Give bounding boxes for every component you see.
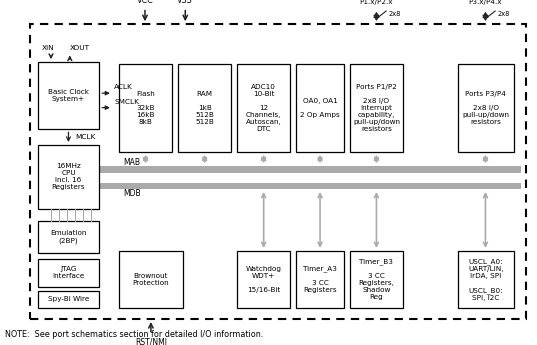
Text: P1.x/P2.x: P1.x/P2.x — [360, 0, 393, 5]
Text: Spy-Bi Wire: Spy-Bi Wire — [48, 296, 89, 303]
Text: Timer_A3

3 CC
Registers: Timer_A3 3 CC Registers — [303, 265, 337, 293]
Bar — [38, 221, 99, 253]
Text: RAM

1kB
512B
512B: RAM 1kB 512B 512B — [195, 91, 214, 125]
Text: Basic Clock
System+: Basic Clock System+ — [48, 89, 89, 102]
Bar — [296, 251, 344, 308]
Text: MAB: MAB — [124, 158, 141, 167]
Bar — [237, 251, 290, 308]
Text: 2x8: 2x8 — [497, 11, 510, 17]
Text: USCL_A0:
UART/LIN,
IrDA, SPI

USCL_B0:
SPI, I2C: USCL_A0: UART/LIN, IrDA, SPI USCL_B0: SP… — [468, 258, 504, 300]
Text: VSS: VSS — [177, 0, 193, 5]
Bar — [119, 251, 183, 308]
Bar — [119, 64, 172, 152]
Text: Flash

32kB
16kB
8kB: Flash 32kB 16kB 8kB — [136, 91, 155, 125]
Bar — [237, 64, 290, 152]
Text: MDB: MDB — [124, 189, 141, 198]
Bar — [99, 183, 521, 189]
Text: OA0, OA1

2 Op Amps: OA0, OA1 2 Op Amps — [300, 98, 340, 118]
Text: XIN: XIN — [42, 45, 55, 51]
Text: XOUT: XOUT — [69, 45, 90, 51]
Bar — [350, 64, 403, 152]
Bar — [99, 166, 521, 172]
Text: NOTE:  See port schematics section for detailed I/O information.: NOTE: See port schematics section for de… — [5, 330, 264, 339]
Text: 2x8: 2x8 — [388, 11, 401, 17]
Bar — [458, 64, 514, 152]
Text: SMCLK: SMCLK — [114, 99, 140, 105]
Text: Brownout
Protection: Brownout Protection — [133, 273, 169, 286]
Text: Timer_B3

3 CC
Registers,
Shadow
Reg: Timer_B3 3 CC Registers, Shadow Reg — [359, 258, 394, 300]
Bar — [350, 251, 403, 308]
Text: Emulation
(2BP): Emulation (2BP) — [50, 230, 86, 244]
Text: Watchdog
WDT+

15/16-Bit: Watchdog WDT+ 15/16-Bit — [245, 266, 282, 293]
Text: RST/NMI: RST/NMI — [135, 337, 167, 345]
Text: Ports P1/P2

2x8 I/O
Interrupt
capability,
pull-up/down
resistors: Ports P1/P2 2x8 I/O Interrupt capability… — [353, 84, 400, 132]
Text: ACLK: ACLK — [114, 85, 133, 90]
Bar — [296, 64, 344, 152]
Text: Ports P3/P4

2x8 I/O
pull-up/down
resistors: Ports P3/P4 2x8 I/O pull-up/down resisto… — [462, 91, 509, 125]
Text: P3.x/P4.x: P3.x/P4.x — [469, 0, 502, 5]
Text: VCC: VCC — [136, 0, 154, 5]
Text: 16MHz
CPU
incl. 16
Registers: 16MHz CPU incl. 16 Registers — [52, 163, 85, 190]
Bar — [30, 24, 526, 319]
Bar — [38, 259, 99, 287]
Bar — [38, 62, 99, 129]
Text: ADC10
10-Bit

12
Channels,
Autoscan,
DTC: ADC10 10-Bit 12 Channels, Autoscan, DTC — [246, 84, 281, 132]
Bar — [178, 64, 231, 152]
Bar — [38, 291, 99, 308]
Bar — [458, 251, 514, 308]
Bar — [38, 145, 99, 209]
Text: JTAG
Interface: JTAG Interface — [52, 266, 85, 279]
Text: MCLK: MCLK — [75, 134, 95, 140]
